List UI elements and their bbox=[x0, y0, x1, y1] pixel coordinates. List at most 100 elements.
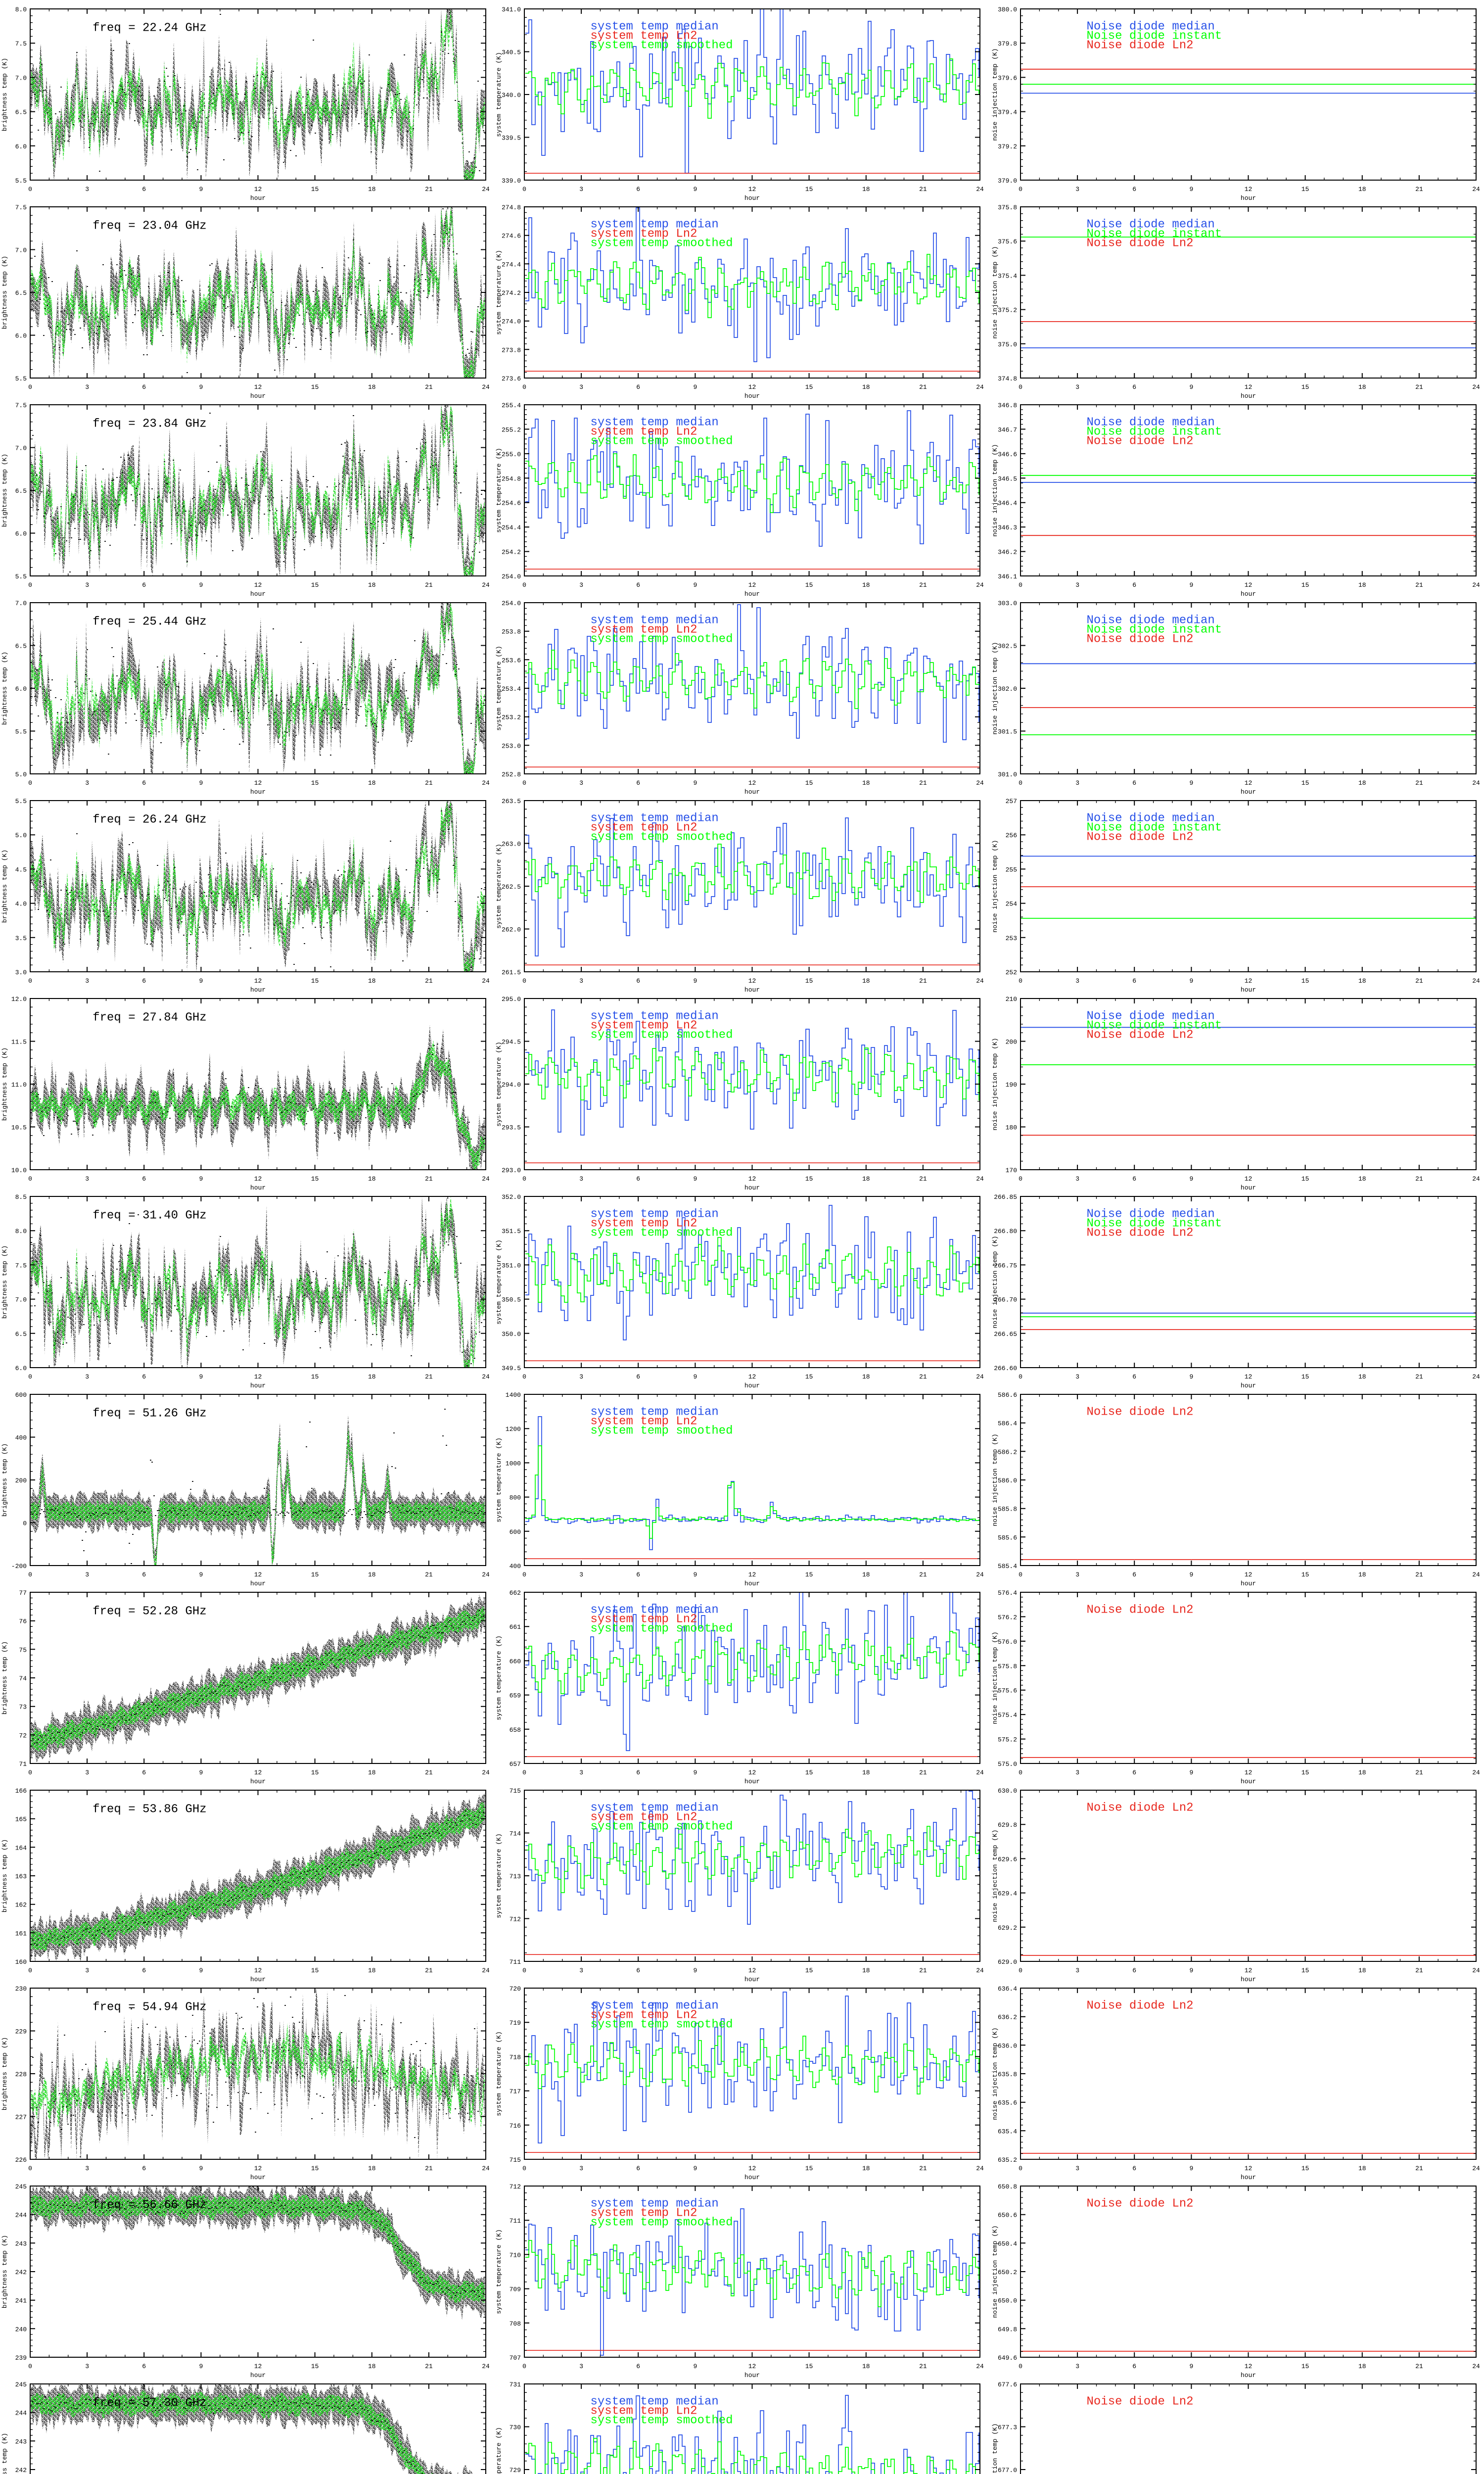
svg-text:254.0: 254.0 bbox=[502, 600, 521, 607]
svg-text:Noise diode Ln2: Noise diode Ln2 bbox=[1087, 633, 1194, 646]
svg-text:239: 239 bbox=[15, 2354, 27, 2362]
svg-text:252: 252 bbox=[1006, 969, 1017, 976]
svg-text:586.0: 586.0 bbox=[998, 1477, 1017, 1484]
svg-text:system temperature (K): system temperature (K) bbox=[495, 52, 503, 137]
svg-text:noise injection temp (K): noise injection temp (K) bbox=[991, 48, 999, 141]
svg-text:21: 21 bbox=[425, 1373, 433, 1380]
svg-text:brightness temp (K): brightness temp (K) bbox=[1, 1443, 8, 1517]
svg-text:hour: hour bbox=[744, 1184, 760, 1191]
svg-text:18: 18 bbox=[862, 2165, 870, 2172]
svg-text:274.4: 274.4 bbox=[502, 261, 521, 268]
svg-text:75: 75 bbox=[19, 1646, 27, 1654]
svg-text:229: 229 bbox=[15, 2028, 27, 2036]
svg-text:hour: hour bbox=[744, 788, 760, 796]
svg-text:system temp smoothed: system temp smoothed bbox=[591, 237, 733, 250]
svg-text:575.0: 575.0 bbox=[998, 1760, 1017, 1768]
svg-text:0: 0 bbox=[28, 1571, 32, 1578]
svg-text:system temp smoothed: system temp smoothed bbox=[591, 2018, 733, 2032]
svg-text:350.5: 350.5 bbox=[502, 1296, 521, 1304]
svg-text:18: 18 bbox=[368, 1967, 376, 1974]
svg-text:339.0: 339.0 bbox=[502, 177, 521, 185]
svg-text:21: 21 bbox=[919, 383, 927, 391]
svg-text:15: 15 bbox=[805, 581, 813, 589]
svg-text:253.8: 253.8 bbox=[502, 628, 521, 636]
svg-text:266.65: 266.65 bbox=[994, 1331, 1017, 1338]
svg-text:6: 6 bbox=[636, 186, 640, 193]
svg-text:21: 21 bbox=[425, 779, 433, 787]
svg-text:375.0: 375.0 bbox=[998, 341, 1017, 348]
svg-text:711: 711 bbox=[510, 2217, 521, 2225]
svg-text:586.6: 586.6 bbox=[998, 1391, 1017, 1399]
svg-text:brightness temp (K): brightness temp (K) bbox=[1, 850, 8, 923]
svg-text:15: 15 bbox=[311, 977, 319, 985]
svg-text:Noise diode Ln2: Noise diode Ln2 bbox=[1087, 1604, 1194, 1617]
svg-text:10.5: 10.5 bbox=[11, 1124, 27, 1132]
svg-text:21: 21 bbox=[1415, 1571, 1423, 1578]
svg-text:4.5: 4.5 bbox=[15, 866, 27, 873]
svg-text:295.0: 295.0 bbox=[502, 996, 521, 1003]
svg-text:freq = 52.28 GHz: freq = 52.28 GHz bbox=[93, 1605, 206, 1618]
svg-text:9: 9 bbox=[1189, 1373, 1193, 1380]
svg-text:12: 12 bbox=[1245, 779, 1252, 787]
svg-text:230: 230 bbox=[15, 1985, 27, 1993]
svg-text:24: 24 bbox=[1472, 1571, 1480, 1578]
svg-text:3: 3 bbox=[1075, 1175, 1079, 1183]
svg-text:12: 12 bbox=[254, 1175, 262, 1183]
svg-text:24: 24 bbox=[482, 186, 490, 193]
svg-text:636.0: 636.0 bbox=[998, 2042, 1017, 2049]
svg-text:0: 0 bbox=[1019, 2165, 1022, 2172]
svg-text:12: 12 bbox=[1245, 1175, 1252, 1183]
svg-text:12: 12 bbox=[748, 1373, 756, 1380]
svg-text:freq = 22.24 GHz: freq = 22.24 GHz bbox=[93, 21, 206, 35]
svg-text:3: 3 bbox=[1075, 1373, 1079, 1380]
svg-text:system temperature (K): system temperature (K) bbox=[495, 2427, 503, 2474]
svg-text:24: 24 bbox=[1472, 1175, 1480, 1183]
svg-text:hour: hour bbox=[1241, 2372, 1256, 2379]
svg-text:21: 21 bbox=[1415, 977, 1423, 985]
svg-text:714: 714 bbox=[510, 1830, 521, 1838]
svg-text:350.0: 350.0 bbox=[502, 1331, 521, 1338]
svg-text:21: 21 bbox=[425, 2363, 433, 2370]
svg-text:3: 3 bbox=[579, 581, 583, 589]
svg-text:hour: hour bbox=[744, 392, 760, 400]
svg-text:18: 18 bbox=[368, 779, 376, 787]
svg-text:3: 3 bbox=[85, 1967, 89, 1974]
svg-text:266.80: 266.80 bbox=[994, 1228, 1017, 1235]
svg-text:253: 253 bbox=[1006, 935, 1017, 942]
svg-text:18: 18 bbox=[1358, 2363, 1366, 2370]
svg-text:6: 6 bbox=[636, 977, 640, 985]
svg-text:21: 21 bbox=[425, 977, 433, 985]
svg-text:15: 15 bbox=[311, 1967, 319, 1974]
svg-text:10.0: 10.0 bbox=[11, 1167, 27, 1174]
svg-text:576.4: 576.4 bbox=[998, 1589, 1017, 1597]
svg-text:18: 18 bbox=[1358, 977, 1366, 985]
svg-text:5.5: 5.5 bbox=[15, 798, 27, 805]
svg-text:21: 21 bbox=[425, 186, 433, 193]
svg-text:650.4: 650.4 bbox=[998, 2240, 1017, 2247]
svg-text:15: 15 bbox=[311, 1571, 319, 1578]
svg-text:0: 0 bbox=[28, 977, 32, 985]
svg-text:629.0: 629.0 bbox=[998, 1958, 1017, 1966]
svg-text:708: 708 bbox=[510, 2320, 521, 2328]
svg-text:9: 9 bbox=[693, 186, 697, 193]
svg-text:hour: hour bbox=[744, 194, 760, 202]
svg-text:6: 6 bbox=[636, 1967, 640, 1974]
svg-text:noise injection temp (K): noise injection temp (K) bbox=[991, 642, 999, 734]
svg-text:9: 9 bbox=[1189, 1967, 1193, 1974]
svg-text:6: 6 bbox=[142, 1967, 146, 1974]
svg-text:9: 9 bbox=[1189, 2363, 1193, 2370]
svg-text:74: 74 bbox=[19, 1675, 27, 1682]
svg-text:715: 715 bbox=[510, 2156, 521, 2164]
svg-text:Noise diode Ln2: Noise diode Ln2 bbox=[1087, 1227, 1194, 1240]
svg-text:12: 12 bbox=[748, 2165, 756, 2172]
svg-text:9: 9 bbox=[199, 1967, 203, 1974]
svg-text:hour: hour bbox=[1241, 194, 1256, 202]
svg-text:12: 12 bbox=[748, 383, 756, 391]
svg-text:15: 15 bbox=[805, 383, 813, 391]
svg-text:brightness temp (K): brightness temp (K) bbox=[1, 2037, 8, 2110]
svg-text:3: 3 bbox=[1075, 186, 1079, 193]
svg-text:24: 24 bbox=[482, 1373, 490, 1380]
svg-text:3: 3 bbox=[85, 1571, 89, 1578]
svg-text:227: 227 bbox=[15, 2114, 27, 2121]
svg-text:6.5: 6.5 bbox=[15, 487, 27, 495]
